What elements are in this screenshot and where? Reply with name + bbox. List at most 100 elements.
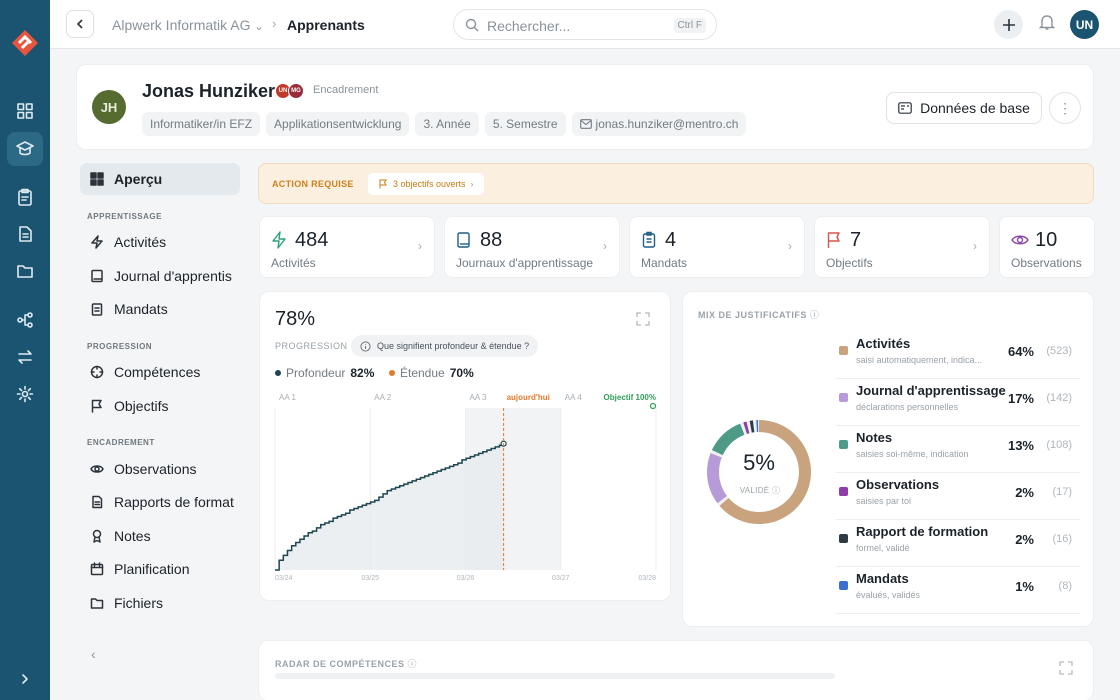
stat-label: Journaux d'apprentissage [456,256,594,270]
help-question: Que signifient profondeur & étendue ? [377,341,530,351]
progress-card: 78% PROGRESSION Que signifient profondeu… [259,291,671,601]
nav-label: Rapports de format [114,494,234,510]
breadcrumb-separator-icon: › [272,16,277,31]
evidence-row[interactable]: Journal d'apprentissage déclarations pers… [836,379,1080,426]
info-icon: ⓘ [407,659,418,669]
nav-item-competences[interactable]: Compétences [80,356,240,388]
chevron-right-icon: › [470,179,474,189]
stat-value: 10 [1035,229,1058,251]
nav-item-files[interactable]: Fichiers [80,587,240,619]
nav-item-observations[interactable]: Observations [80,453,240,485]
bell-icon[interactable] [1038,13,1056,34]
hierarchy-icon[interactable] [7,303,43,337]
year-chip: 3. Année [415,112,479,136]
stat-card-goals[interactable]: 7 Objectifs › [814,216,990,278]
book-icon [457,232,470,248]
evidence-row[interactable]: Activités saisi automatiquement, indica..… [836,332,1080,379]
donut-slice[interactable] [707,420,811,524]
search-placeholder: Rechercher... [487,18,571,34]
award-icon [92,529,102,543]
evidence-mix-card: MIX DE JUSTIFICATIFS ⓘ 5% VALIDÉ ⓘ Activ… [682,291,1094,627]
legend-dot [275,370,281,376]
evidence-color-swatch [839,487,848,496]
collapse-nav-icon[interactable]: ‹ [91,646,96,662]
stat-label: Objectifs [826,256,873,270]
evidence-row[interactable]: Notes saisies soi-même, indication 13% (108… [836,426,1080,473]
clipboard-icon [642,231,656,248]
swap-icon[interactable] [7,340,43,374]
add-button[interactable] [994,10,1023,39]
document-icon[interactable] [7,217,43,251]
progress-percent: 78% [275,308,316,330]
evidence-row[interactable]: Mandats évalués, validés 1% (8) [836,567,1080,614]
nav-item-mandates[interactable]: Mandats [80,293,240,325]
stat-value: 4 [665,229,677,251]
expand-icon[interactable] [1059,661,1073,678]
flag-icon [379,179,387,189]
learner-name: Jonas Hunziker [142,81,276,101]
nav-item-reports[interactable]: Rapports de format [80,486,240,518]
band-label: AA 2 [374,393,391,402]
nav-section-title: ENCADREMENT [87,438,155,447]
stat-card-mandates[interactable]: 4 Mandats › [629,216,805,278]
plus-icon [1002,18,1015,31]
evidence-row[interactable]: Rapport de formation formel, validé 2% (16) [836,520,1080,567]
nav-item-planning[interactable]: Planification [80,553,240,585]
flag-icon [91,399,102,413]
expand-rail-icon[interactable] [7,662,43,696]
clipboard-nav-icon[interactable] [7,180,43,214]
band-label: AA 4 [565,393,582,402]
evidence-description: saisi automatiquement, indica... [856,355,983,365]
app-rail [0,0,50,700]
nav-item-activities[interactable]: Activités [80,226,240,258]
dashboard-icon[interactable] [7,94,43,128]
calendar-icon [90,562,104,576]
base-data-button[interactable]: Données de base [886,92,1042,124]
settings-icon[interactable] [7,377,43,411]
profession-chip: Informatiker/in EFZ [142,112,261,136]
flag-icon [827,232,840,248]
back-button[interactable] [66,10,94,38]
nav-item-overview[interactable]: Aperçu [80,163,240,195]
nav-item-journal[interactable]: Journal d'apprentis [80,260,240,292]
more-options-button[interactable]: ⋮ [1049,92,1081,124]
folder-icon[interactable] [7,254,43,288]
app-logo-icon[interactable] [10,28,40,58]
nav-item-notes[interactable]: Notes [80,520,240,552]
info-icon [360,340,371,352]
nav-item-goals[interactable]: Objectifs [80,390,240,422]
search-input[interactable]: Rechercher... Ctrl F [453,9,717,40]
evidence-count: (16) [1052,533,1072,545]
nav-label: Observations [114,461,197,477]
stat-card-journals[interactable]: 88 Journaux d'apprentissage › [444,216,620,278]
clipboard-icon [91,303,103,316]
donut-slice[interactable] [707,420,811,524]
evidence-name: Journal d'apprentissage [856,383,1006,398]
nav-label: Mandats [114,301,168,317]
evidence-row[interactable]: Observations saisies par toi 2% (17) [836,473,1080,520]
learners-icon[interactable] [7,132,43,166]
email-chip[interactable]: jonas.hunziker@mentro.ch [571,112,747,136]
evidence-count: (142) [1046,392,1072,404]
x-tick-label: 03/25 [361,575,379,582]
user-avatar[interactable]: UN [1070,10,1099,39]
stat-label: Activités [271,256,316,270]
nav-label: Objectifs [114,398,169,414]
evidence-percent: 64% [1007,344,1034,359]
id-card-icon [898,102,912,114]
evidence-color-swatch [839,534,848,543]
open-goals-pill[interactable]: 3 objectifs ouverts › [368,173,484,195]
stat-card-observations[interactable]: 10 Observations [999,216,1095,278]
stat-card-activities[interactable]: 484 Activités › [259,216,435,278]
base-data-label: Données de base [920,100,1030,116]
evidence-description: déclarations personnelles [856,402,959,412]
breadcrumb-company[interactable]: Alpwerk Informatik AG ⌄ [112,17,264,33]
competence-icon [90,365,104,379]
depth-breadth-help-button[interactable]: Que signifient profondeur & étendue ? [351,335,539,357]
expand-icon[interactable] [636,312,650,329]
arrow-left-icon [76,19,83,29]
evidence-color-swatch [839,346,848,355]
evidence-name: Activités [856,336,911,351]
x-tick-label: 03/28 [638,575,656,582]
eye-icon [90,465,104,473]
